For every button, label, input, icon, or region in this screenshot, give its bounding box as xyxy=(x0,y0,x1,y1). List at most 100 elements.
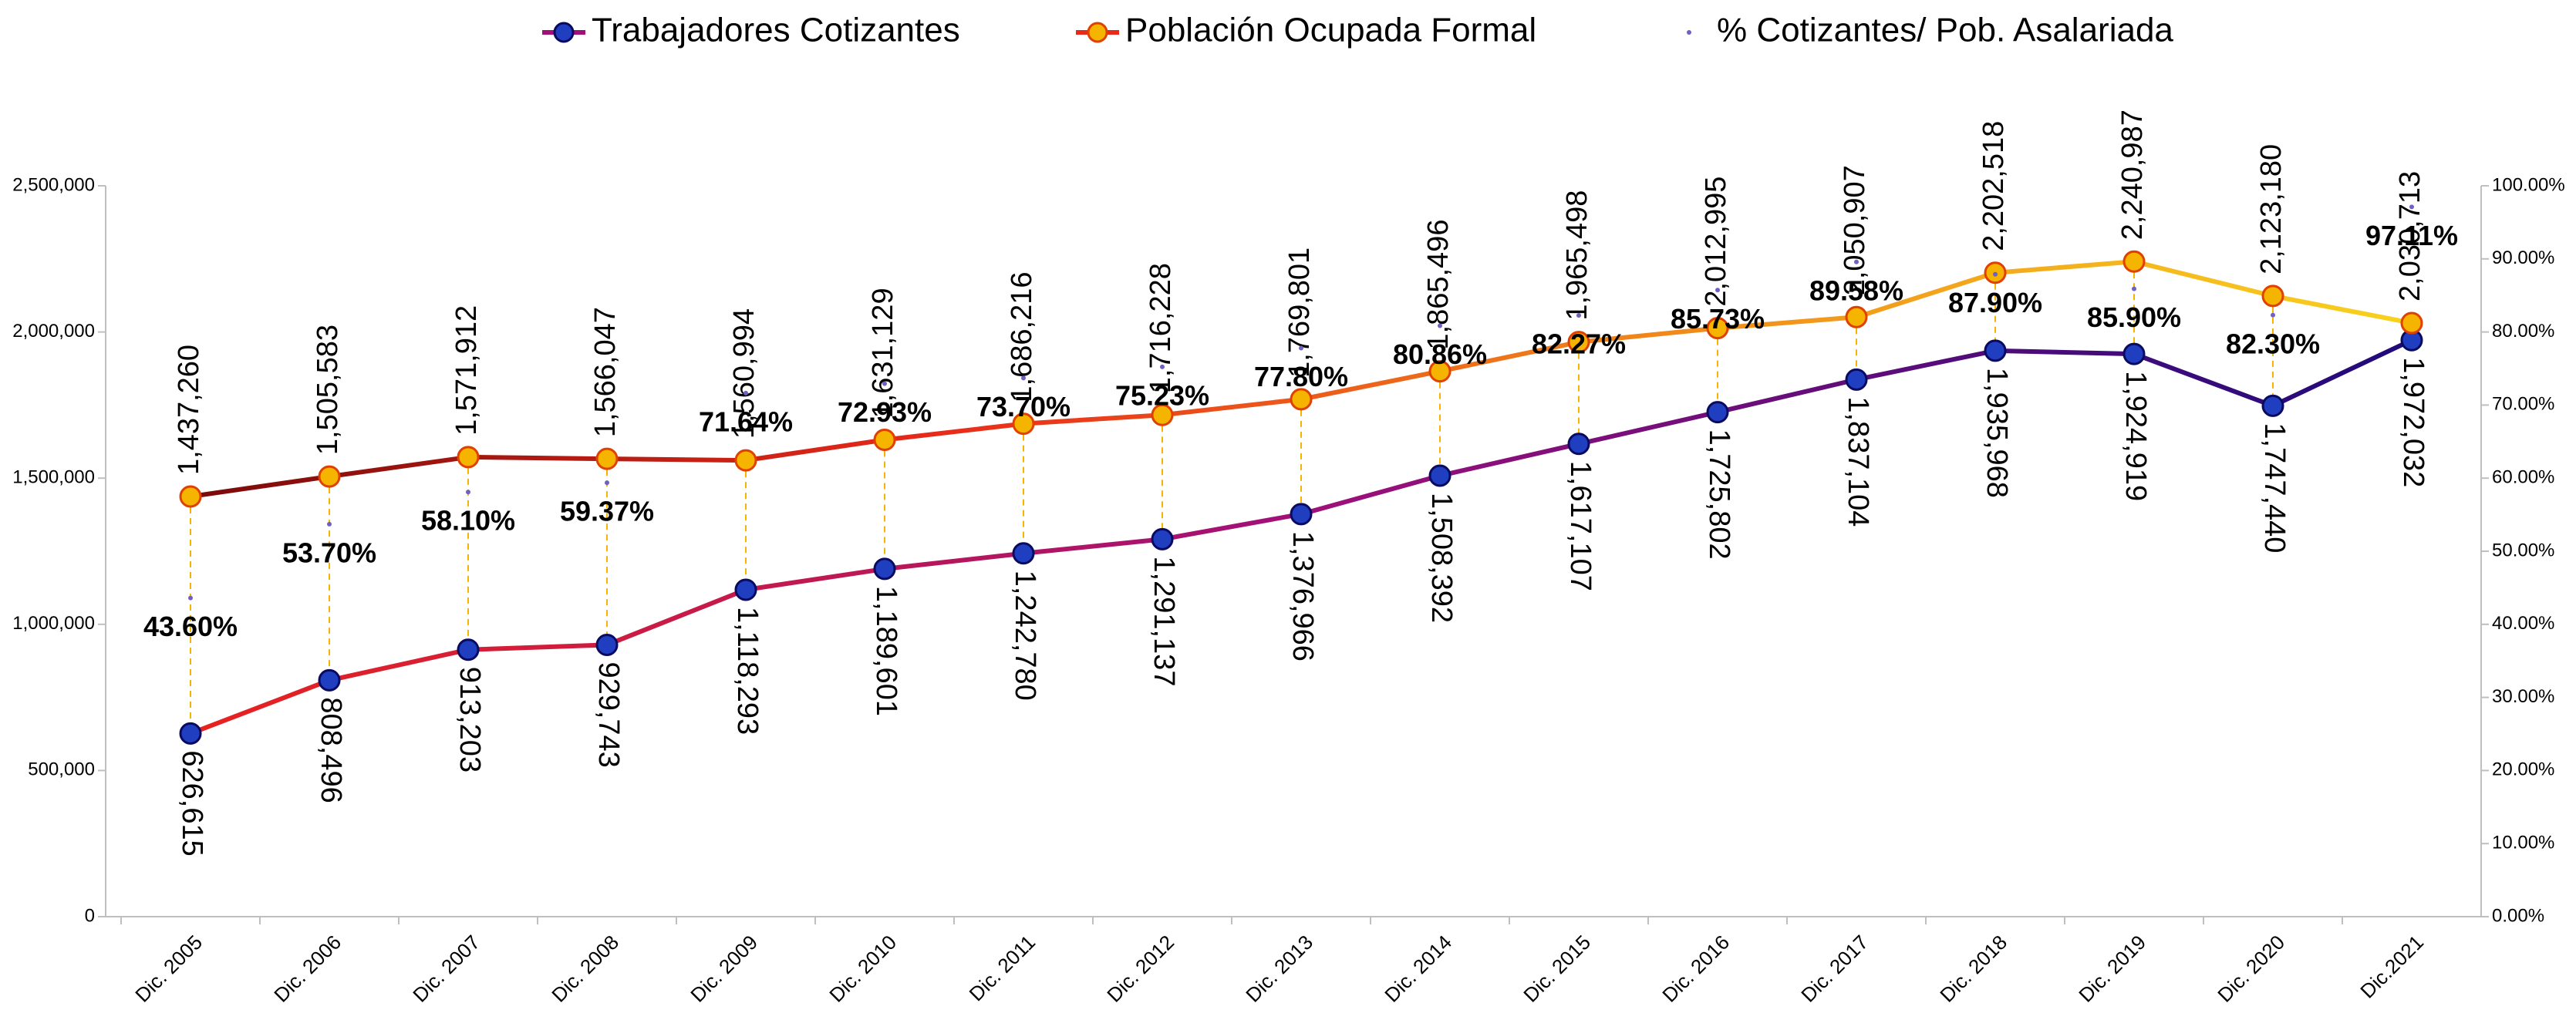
data-label: 1,837,104 xyxy=(1842,396,1874,527)
point-marker xyxy=(1151,403,1174,426)
y2-tick-label: 20.00% xyxy=(2492,759,2554,780)
y-tick-label: 0 xyxy=(85,905,95,926)
percent-label: 89.58% xyxy=(1809,274,1903,306)
data-label: 2,202,518 xyxy=(1978,121,2010,251)
data-label: 1,769,801 xyxy=(1283,247,1316,378)
point-marker xyxy=(457,446,480,469)
point-marker xyxy=(1290,503,1313,526)
x-tick-label: Dic. 2015 xyxy=(1519,931,1595,1007)
point-marker xyxy=(1984,339,2007,362)
percent-marker xyxy=(466,490,470,495)
y-tick-label: 1,500,000 xyxy=(12,467,95,488)
data-label: 1,631,129 xyxy=(867,288,899,418)
point-marker xyxy=(1567,331,1590,354)
data-label: 1,716,228 xyxy=(1145,263,1177,393)
x-tick-label: Dic. 2017 xyxy=(1796,931,1873,1007)
point-marker xyxy=(2123,250,2146,273)
y2-tick-label: 100.00% xyxy=(2492,174,2565,195)
data-label: 1,865,496 xyxy=(1422,220,1455,350)
percent-label: 87.90% xyxy=(1948,287,2042,318)
percent-marker xyxy=(2409,204,2414,210)
percent-marker xyxy=(327,521,332,527)
percent-marker xyxy=(2271,312,2275,318)
percent-label: 77.80% xyxy=(1254,361,1348,392)
data-label: 2,050,907 xyxy=(1839,165,1871,295)
data-label: 1,508,392 xyxy=(1425,493,1458,623)
percent-label: 82.27% xyxy=(1532,328,1626,360)
x-tick-label: Dic. 2020 xyxy=(2213,931,2289,1007)
y-tick-label: 2,500,000 xyxy=(12,174,95,195)
point-marker xyxy=(734,449,757,472)
y2-tick-label: 30.00% xyxy=(2492,686,2554,707)
point-marker xyxy=(1012,542,1035,565)
y2-tick-label: 40.00% xyxy=(2492,613,2554,634)
percent-marker xyxy=(1576,313,1581,318)
x-tick-label: Dic. 2009 xyxy=(686,931,762,1007)
legend-marker xyxy=(1687,30,1691,35)
data-label: 1,965,498 xyxy=(1561,190,1593,321)
data-label: 1,505,583 xyxy=(312,325,344,455)
data-label: 2,012,995 xyxy=(1700,177,1732,307)
y2-tick-label: 60.00% xyxy=(2492,467,2554,488)
point-marker xyxy=(1845,305,1868,328)
x-tick-label: Dic. 2011 xyxy=(965,931,1040,1006)
point-marker xyxy=(1706,317,1729,340)
point-marker xyxy=(1706,401,1729,424)
percent-marker xyxy=(1021,375,1026,381)
data-label: 1,972,032 xyxy=(2397,357,2429,487)
data-label: 1,437,260 xyxy=(173,345,205,475)
point-marker xyxy=(734,578,757,601)
point-marker xyxy=(595,633,619,656)
point-marker xyxy=(2400,311,2423,335)
y-tick-label: 2,000,000 xyxy=(12,321,95,342)
y2-tick-label: 10.00% xyxy=(2492,833,2554,853)
point-marker xyxy=(595,447,619,470)
percent-label: 75.23% xyxy=(1115,379,1209,411)
x-tick-label: Dic.2021 xyxy=(2355,931,2428,1003)
percent-label: 71.64% xyxy=(699,406,793,437)
legend-marker xyxy=(553,22,575,43)
point-marker xyxy=(2261,394,2284,417)
y-tick-label: 500,000 xyxy=(28,759,95,780)
data-label: 1,376,966 xyxy=(1286,531,1319,661)
point-marker xyxy=(179,722,202,745)
x-tick-label: Dic. 2012 xyxy=(1102,931,1178,1007)
percent-marker xyxy=(1993,271,1998,277)
data-label: 1,747,440 xyxy=(2258,422,2291,553)
point-marker xyxy=(318,465,341,488)
data-label: 913,203 xyxy=(453,667,486,772)
percent-marker xyxy=(1160,364,1165,369)
y2-tick-label: 70.00% xyxy=(2492,394,2554,415)
percent-label: 72.93% xyxy=(838,396,932,428)
percent-label: 85.73% xyxy=(1671,303,1765,335)
point-marker xyxy=(179,485,202,508)
x-tick-label: Dic. 2019 xyxy=(2074,931,2150,1007)
data-label: 1,924,919 xyxy=(2119,371,2152,501)
percent-label: 85.90% xyxy=(2087,301,2181,333)
point-marker xyxy=(318,668,341,692)
x-tick-label: Dic. 2016 xyxy=(1657,931,1734,1007)
point-marker xyxy=(1845,368,1868,391)
point-marker xyxy=(1428,464,1452,487)
data-label: 1,189,601 xyxy=(870,586,902,716)
percent-marker xyxy=(1299,345,1303,351)
data-label: 2,123,180 xyxy=(2255,144,2288,274)
data-label: 1,617,107 xyxy=(1564,461,1597,591)
point-marker xyxy=(873,428,896,451)
legend-marker xyxy=(1087,22,1108,43)
percent-label: 97.11% xyxy=(2365,220,2458,251)
x-tick-label: Dic. 2014 xyxy=(1380,931,1456,1007)
data-label: 1,118,293 xyxy=(731,607,764,735)
percent-marker xyxy=(743,390,748,396)
data-label: 1,935,968 xyxy=(1981,368,2013,498)
percent-label: 82.30% xyxy=(2226,328,2320,359)
x-tick-label: Dic. 2008 xyxy=(547,931,623,1007)
percent-label: 43.60% xyxy=(143,611,238,642)
percent-label: 58.10% xyxy=(421,505,515,537)
percent-marker xyxy=(605,480,609,486)
percent-label: 59.37% xyxy=(560,496,654,527)
point-marker xyxy=(1012,412,1035,436)
legend-label: % Cotizantes/ Pob. Asalariada xyxy=(1717,12,2173,49)
data-label: 2,030,713 xyxy=(2394,171,2426,301)
